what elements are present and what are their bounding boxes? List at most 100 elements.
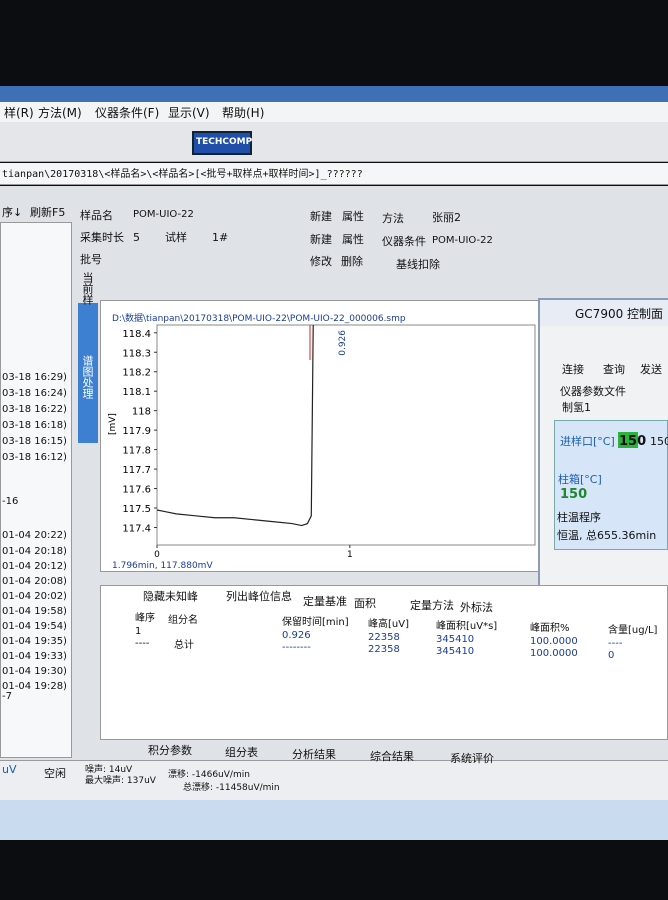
- label: 批号: [80, 253, 102, 266]
- y-tick-label: 117.9: [122, 426, 151, 437]
- y-tick-label: 117.4: [122, 523, 151, 534]
- button[interactable]: 新建: [310, 233, 332, 246]
- sample-item[interactable]: 01-04 19:58): [2, 606, 67, 617]
- button[interactable]: 属性: [342, 210, 364, 223]
- button[interactable]: 柱温程序: [557, 511, 601, 524]
- file-path: D:\数据\tianpan\20170318\POM-UIO-22\POM-UI…: [112, 312, 406, 324]
- logo[interactable]: TECHCOMP: [196, 137, 253, 147]
- sample-item[interactable]: 01-04 20:02): [2, 591, 67, 602]
- button[interactable]: 属性: [342, 233, 364, 246]
- menu-item[interactable]: 仪器条件(F): [95, 106, 160, 120]
- label: 进样口[°C]: [560, 435, 615, 448]
- label: 仪器参数文件: [560, 385, 626, 398]
- menu-item[interactable]: 显示(V): [168, 106, 210, 120]
- sample-list: [0, 222, 72, 758]
- gc-status-box: [554, 420, 668, 550]
- side-tab[interactable]: 谱图处理: [81, 355, 94, 399]
- checkbox[interactable]: 列出峰位信息: [226, 590, 292, 603]
- vial: 1#: [212, 231, 229, 244]
- sample-item[interactable]: 03-18 16:24): [2, 388, 67, 399]
- cell: 总计: [174, 640, 194, 651]
- menu-item[interactable]: 方法(M): [38, 106, 82, 120]
- side-tab-active[interactable]: [78, 303, 98, 443]
- cell: 345410: [436, 634, 475, 645]
- sample-kind: 试样: [165, 231, 187, 244]
- menu-item[interactable]: 帮助(H): [222, 106, 265, 120]
- tab[interactable]: 系统评价: [450, 752, 494, 765]
- sample-item[interactable]: 01-04 19:33): [2, 651, 67, 662]
- sample-item[interactable]: 03-18 16:15): [2, 436, 67, 447]
- cell: ----: [135, 638, 150, 649]
- sample-item[interactable]: 03-18 16:29): [2, 372, 67, 383]
- button[interactable]: 删除: [341, 255, 363, 268]
- chart-panel: [100, 300, 540, 572]
- column-header: 组分名: [168, 615, 198, 626]
- button[interactable]: 修改: [310, 255, 332, 268]
- y-axis-label: [mV]: [108, 413, 118, 435]
- menu-bar: [0, 102, 668, 122]
- tab[interactable]: 分析结果: [292, 748, 336, 761]
- sample-item[interactable]: 01-04 20:12): [2, 561, 67, 572]
- sample-item[interactable]: 01-04 19:35): [2, 636, 67, 647]
- menu-item[interactable]: 样(R): [4, 106, 34, 120]
- y-tick-label: 117.7: [122, 465, 151, 476]
- toolbar: [0, 122, 668, 162]
- button[interactable]: 查询: [603, 363, 625, 376]
- status-state: 空闲: [44, 767, 66, 780]
- logo-button[interactable]: [192, 131, 252, 155]
- sample-item[interactable]: 03-18 16:22): [2, 404, 67, 415]
- status-text: 最大噪声: 137uV: [85, 776, 156, 786]
- y-tick-label: 117.6: [122, 485, 151, 496]
- select: 面积: [354, 597, 376, 610]
- label: 采集时长: [80, 231, 124, 244]
- label: 定量基准: [303, 595, 347, 608]
- label: 柱箱[°C]: [558, 473, 602, 486]
- checkbox[interactable]: 基线扣除: [396, 258, 440, 271]
- path-bar: [0, 163, 668, 185]
- y-tick-label: 118: [132, 407, 151, 418]
- sample-item[interactable]: 03-18 16:18): [2, 420, 67, 431]
- cell: --------: [282, 642, 311, 653]
- sort-button[interactable]: 序↓: [2, 206, 23, 219]
- sample-item[interactable]: 01-04 20:22): [2, 530, 67, 541]
- sample-item[interactable]: 01-04 19:28): [2, 681, 67, 692]
- sample-item[interactable]: -7: [2, 691, 12, 702]
- title-bar: [0, 86, 668, 102]
- tab[interactable]: 积分参数: [148, 744, 192, 757]
- label: 方法: [382, 212, 404, 225]
- status-bar: [0, 760, 668, 800]
- side-tab[interactable]: 当前样: [81, 272, 94, 305]
- sample-item[interactable]: -16: [2, 496, 19, 507]
- x-tick-label: 1: [347, 550, 353, 560]
- status-text: 漂移: -1466uV/min: [168, 770, 250, 780]
- sample-item[interactable]: 01-04 19:30): [2, 666, 67, 677]
- cell: 22358: [368, 644, 400, 655]
- path-text: tianpan\20170318\<样品名>\<样品名>[<批号+取样点+取样时…: [2, 169, 363, 180]
- results-panel: [100, 585, 668, 740]
- tab[interactable]: 综合结果: [370, 750, 414, 763]
- gc-title-bar: [540, 300, 668, 326]
- value: 150: [619, 434, 647, 449]
- tab[interactable]: 组分表: [225, 746, 258, 759]
- x-tick-label: 0: [154, 550, 160, 560]
- param-file: 制氢1: [562, 401, 591, 414]
- sample-item[interactable]: 01-04 20:18): [2, 546, 67, 557]
- button[interactable]: 连接: [562, 363, 584, 376]
- sample-item[interactable]: 03-18 16:12): [2, 452, 67, 463]
- cell: 100.0000: [530, 636, 578, 647]
- sample-item[interactable]: 01-04 20:08): [2, 576, 67, 587]
- label: 定量方法: [410, 599, 454, 612]
- refresh-button[interactable]: 刷新F5: [30, 206, 66, 219]
- column-header: 含量[ug/L]: [608, 625, 658, 636]
- sample-name: POM-UIO-22: [133, 209, 194, 220]
- method: 张丽2: [432, 211, 461, 224]
- checkbox[interactable]: 隐藏未知峰: [143, 590, 198, 603]
- sample-item[interactable]: 01-04 19:54): [2, 621, 67, 632]
- y-tick-label: 117.8: [122, 446, 151, 457]
- cell: 0: [608, 650, 615, 661]
- y-tick-label: 118.3: [122, 348, 151, 359]
- button[interactable]: 新建: [310, 210, 332, 223]
- button[interactable]: 发送: [640, 363, 662, 376]
- taskbar: [0, 800, 668, 840]
